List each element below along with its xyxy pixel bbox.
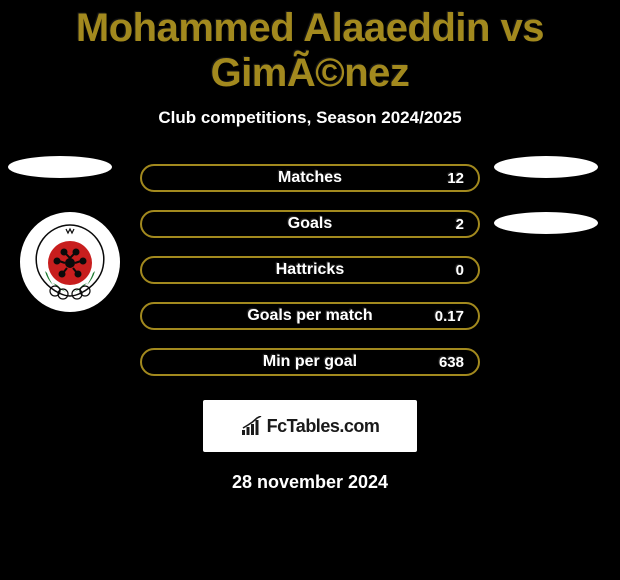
stat-row-goals-per-match: Goals per match 0.17 [140, 302, 480, 330]
stat-label: Min per goal [263, 353, 357, 371]
stat-value-right: 0.17 [435, 308, 464, 325]
team-badge-left [20, 212, 120, 312]
stat-value-right: 12 [447, 170, 464, 187]
chart-icon [241, 416, 263, 436]
stat-bar-list: Matches 12 Goals 2 Hattricks 0 Goals per… [140, 164, 480, 376]
brand-logo-box[interactable]: FcTables.com [203, 400, 417, 452]
left-placeholder-ellipse [8, 156, 112, 178]
stat-label: Hattricks [276, 261, 344, 279]
stat-row-matches: Matches 12 [140, 164, 480, 192]
stat-row-min-per-goal: Min per goal 638 [140, 348, 480, 376]
stat-label: Goals [288, 215, 332, 233]
stat-label: Goals per match [247, 307, 372, 325]
right-placeholder-group [494, 156, 598, 234]
page-title: Mohammed Alaaeddin vs GimÃ©nez [0, 0, 620, 96]
page-subtitle: Club competitions, Season 2024/2025 [0, 108, 620, 128]
right-placeholder-ellipse [494, 156, 598, 178]
stat-value-right: 2 [456, 216, 464, 233]
right-placeholder-ellipse [494, 212, 598, 234]
date-text: 28 november 2024 [0, 472, 620, 493]
stat-row-goals: Goals 2 [140, 210, 480, 238]
stat-value-right: 0 [456, 262, 464, 279]
stat-value-right: 638 [439, 354, 464, 371]
stat-row-hattricks: Hattricks 0 [140, 256, 480, 284]
stats-section: Matches 12 Goals 2 Hattricks 0 Goals per… [0, 164, 620, 376]
left-placeholder-group [8, 156, 112, 178]
brand-logo-text: FcTables.com [267, 416, 380, 437]
team-badge-graphic [31, 223, 109, 301]
stat-label: Matches [278, 169, 342, 187]
